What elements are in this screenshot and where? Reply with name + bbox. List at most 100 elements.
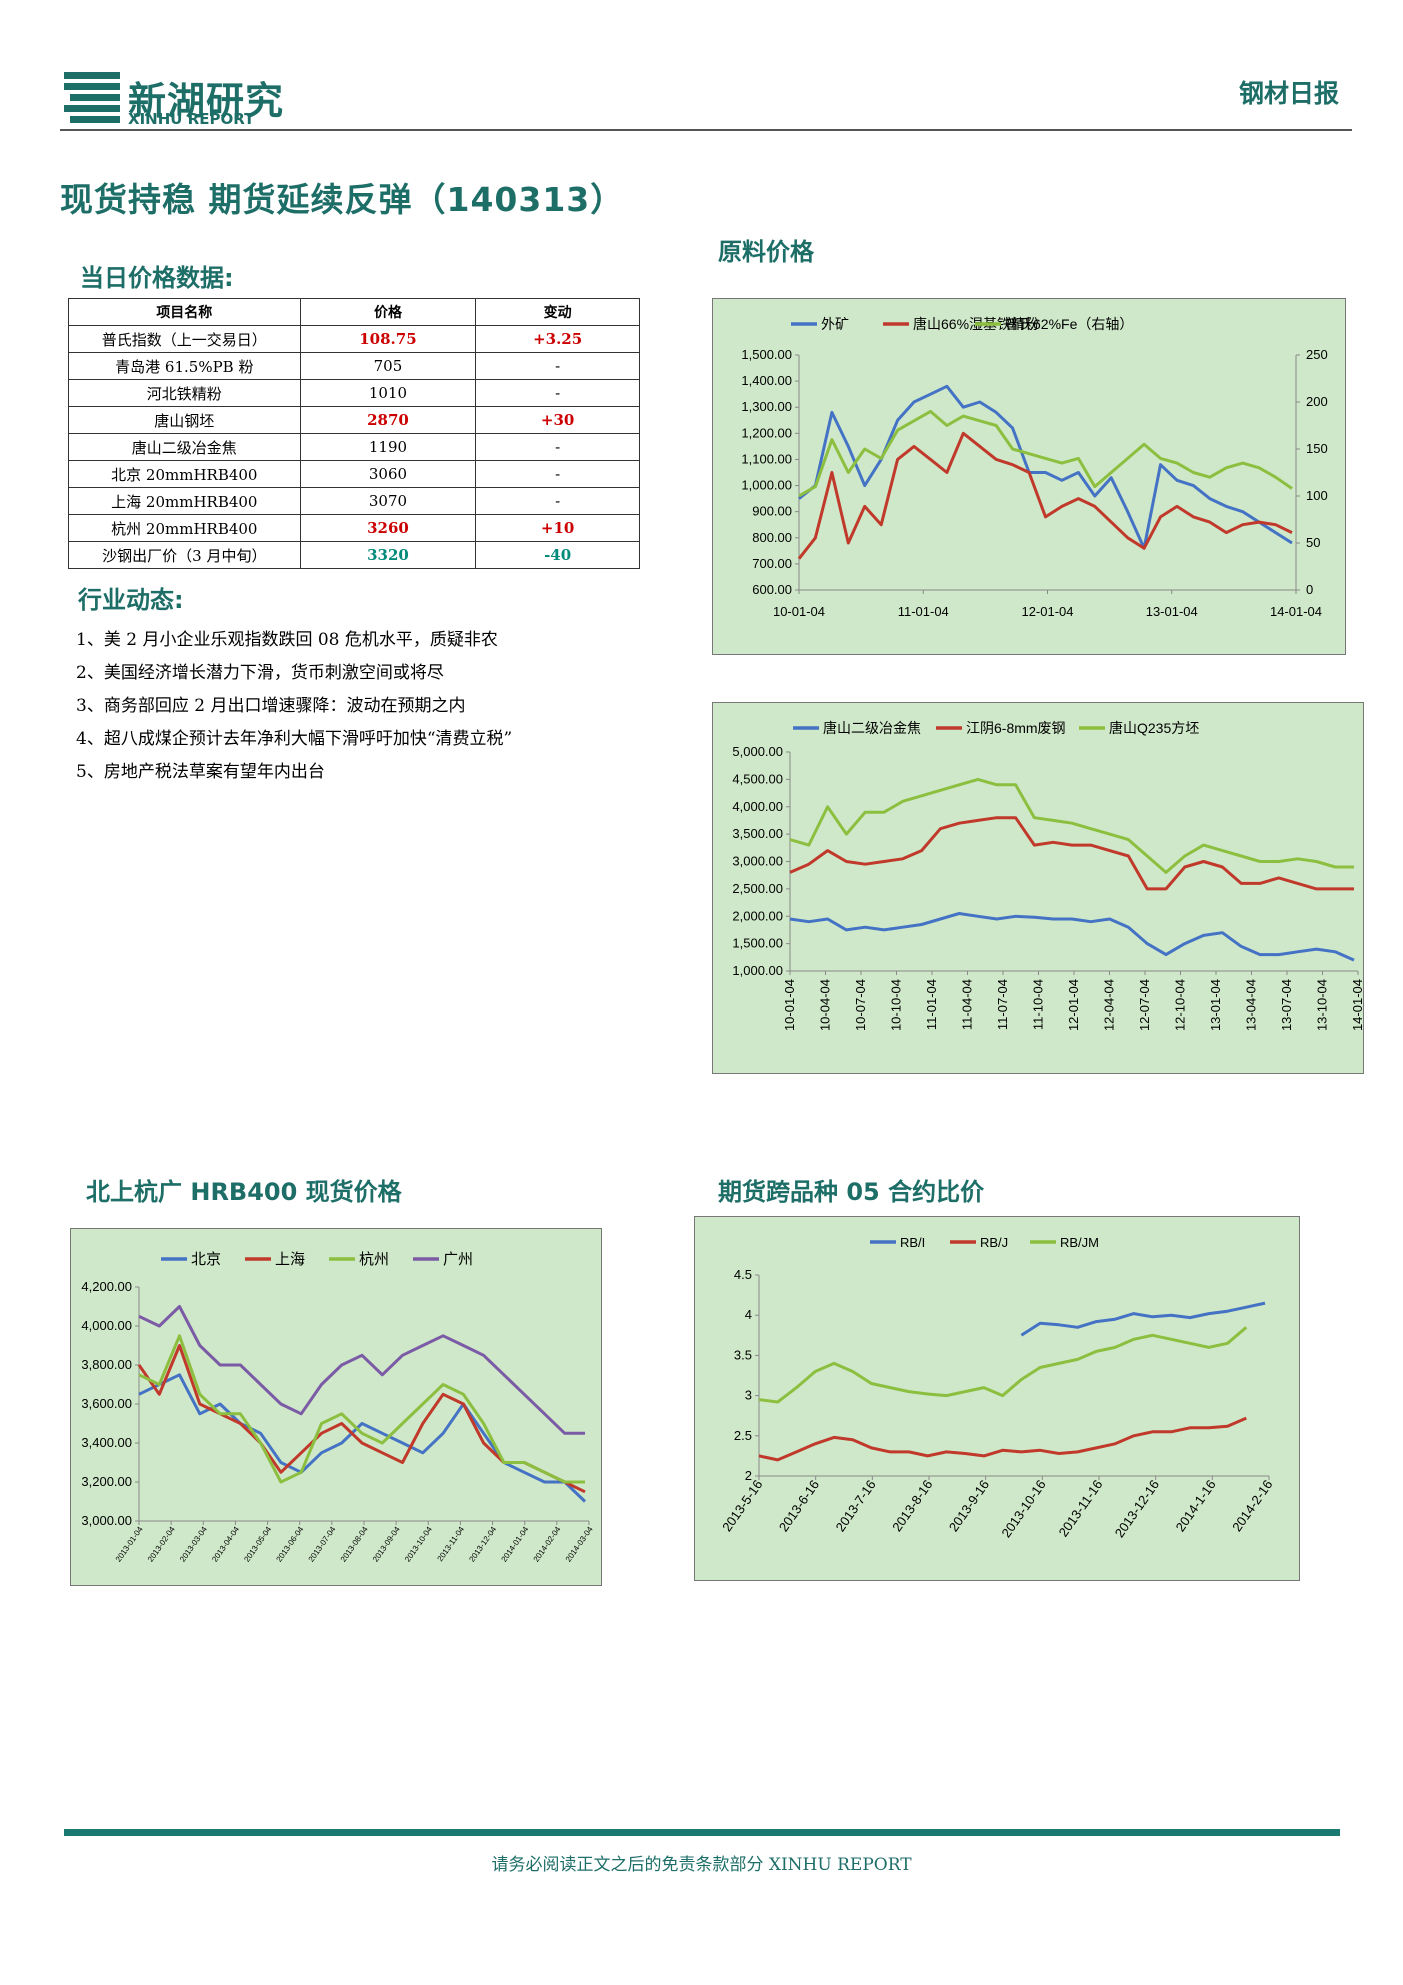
series-line [798,409,1293,498]
table-row: 沙钢出厂价（3 月中旬） 3320 -40 [68,541,640,569]
legend-label: 外矿 [821,316,849,332]
series-line [797,431,1293,560]
column-header: 项目名称 [68,298,301,326]
raw-material-chart-svg: 600.00 700.00 800.00 900.00 1,000.00 1,100.00… [741,316,1328,619]
y-tick-label: 1,000.00 [732,963,783,978]
x-tick-label: 12-01-04 [1066,979,1081,1031]
x-tick-label: 2013-03-04 [178,1525,209,1564]
x-tick-label: 2013-11-16 [1056,1477,1106,1539]
y-tick-label: 2,000.00 [732,908,783,923]
hrb400-chart-svg: 3,000.00 3,200.00 3,400.00 3,600.00 3,800.00… [81,1251,595,1564]
cell-price: 3060 [299,460,477,488]
x-tick-label: 14-01-04 [1270,604,1322,619]
raw-material-title: 原料价格 [718,238,814,266]
news-item[interactable]: 4、超八成煤企预计去年净利大幅下滑呼吁加快“清费立税” [76,729,513,749]
y-tick-label: 4 [745,1307,752,1322]
cell-name: 沙钢出厂价（3 月中旬） [68,541,301,569]
x-tick-label: 2013-07-04 [307,1525,338,1564]
cell-price: 3260 [299,514,477,542]
cell-change: - [475,433,640,461]
x-tick-label: 2013-9-16 [946,1477,992,1534]
y-tick-label: 3.5 [734,1347,752,1362]
x-tick-label: 2014-02-04 [532,1525,563,1564]
cell-name: 唐山钢坯 [68,406,301,434]
x-tick-label: 11-04-04 [960,979,975,1030]
x-tick-label: 13-04-04 [1244,979,1259,1031]
series-line [758,1326,1248,1404]
table-row: 普氏指数（上一交易日） 108.75 +3.25 [68,325,640,353]
y-tick-label: 800.00 [752,530,792,545]
price-section-title: 当日价格数据: [80,264,234,292]
header-divider [60,129,1352,131]
legend-label: 普氏62%Fe（右轴） [1005,316,1133,332]
x-tick-label: 10-04-04 [818,979,833,1031]
cell-change: +30 [475,406,640,434]
y-tick-label: 3,800.00 [81,1357,132,1372]
news-item[interactable]: 3、商务部回应 2 月出口增速骤降：波动在预期之内 [76,696,466,716]
cell-change: - [475,379,640,407]
y-tick-label: 3,600.00 [81,1396,132,1411]
y-right-tick-label: 150 [1306,441,1328,456]
legend-label: RB/JM [1060,1235,1099,1250]
series-line [789,912,1355,962]
x-tick-label: 11-01-04 [924,979,939,1030]
x-tick-label: 10-01-04 [782,979,797,1031]
y-tick-label: 4,000.00 [81,1318,132,1333]
news-item[interactable]: 1、美 2 月小企业乐观指数跌回 08 危机水平，质疑非农 [76,630,498,650]
y-right-tick-label: 50 [1306,535,1320,550]
x-tick-label: 13-07-04 [1279,979,1294,1031]
x-tick-label: 12-01-04 [1021,604,1073,619]
news-item[interactable]: 5、房地产税法草案有望年内出台 [76,762,325,782]
x-tick-label: 13-01-04 [1208,979,1223,1031]
cell-change: - [475,352,640,380]
y-tick-label: 700.00 [752,556,792,571]
hrb400-title: 北上杭广 HRB400 现货价格 [86,1178,402,1206]
table-row: 唐山二级冶金焦 1190- [68,433,640,461]
series-line [789,777,1354,874]
x-tick-label: 12-07-04 [1137,979,1152,1031]
series-line [138,1305,585,1435]
y-tick-label: 4.5 [734,1267,752,1282]
cell-price: 108.75 [299,325,477,353]
x-tick-label: 11-07-04 [995,979,1010,1030]
y-tick-label: 1,200.00 [741,425,792,440]
legend-label: 唐山Q235方坯 [1109,720,1199,736]
y-tick-label: 1,000.00 [741,478,792,493]
x-tick-label: 2013-12-16 [1112,1477,1162,1540]
x-tick-label: 13-01-04 [1146,604,1198,619]
x-tick-label: 2013-12-04 [467,1525,498,1564]
series-line [798,384,1293,550]
logo-mark-icon [64,72,120,123]
cell-name: 杭州 20mmHRB400 [68,514,301,542]
y-tick-label: 4,500.00 [732,771,783,786]
logo-en: XINHU REPORT [128,110,255,128]
futures-ratio-chart: 2 2.5 3 3.5 4 4.5 2013-5-16 2013-6-16 2013-7-16 2… [694,1216,1300,1581]
coke-scrap-billet-chart-svg: 1,000.00 1,500.00 2,000.00 2,500.00 3,000.00… [732,720,1363,1031]
legend-label: RB/I [900,1235,925,1250]
x-tick-label: 11-10-04 [1031,979,1046,1030]
x-tick-label: 2013-06-04 [275,1525,306,1564]
x-tick-label: 2014-2-16 [1229,1477,1275,1534]
x-tick-label: 14-01-04 [1350,979,1363,1031]
y-right-tick-label: 100 [1306,488,1328,503]
y-tick-label: 4,200.00 [81,1279,132,1294]
y-tick-label: 3,400.00 [81,1435,132,1450]
y-right-tick-label: 200 [1306,394,1328,409]
x-tick-label: 2014-01-04 [500,1525,531,1564]
x-tick-label: 2013-11-04 [436,1525,467,1564]
series-line [789,816,1354,891]
x-tick-label: 2013-02-04 [146,1525,177,1564]
y-tick-label: 3 [745,1388,752,1403]
legend-label: 上海 [275,1251,305,1268]
legend-label: 杭州 [359,1251,389,1268]
cell-price: 2870 [299,406,477,434]
footer-disclaimer[interactable]: 请务必阅读正文之后的免责条款部分 XINHU REPORT [491,1855,912,1875]
x-tick-label: 10-01-04 [773,604,825,619]
cell-name: 上海 20mmHRB400 [68,487,301,515]
y-tick-label: 2.5 [734,1428,752,1443]
news-item[interactable]: 2、美国经济增长潜力下滑，货币刺激空间或将尽 [76,663,444,683]
y-tick-label: 1,300.00 [741,399,792,414]
x-tick-label: 2014-1-16 [1173,1477,1219,1534]
y-tick-label: 2 [745,1468,752,1483]
y-tick-label: 900.00 [752,504,792,519]
